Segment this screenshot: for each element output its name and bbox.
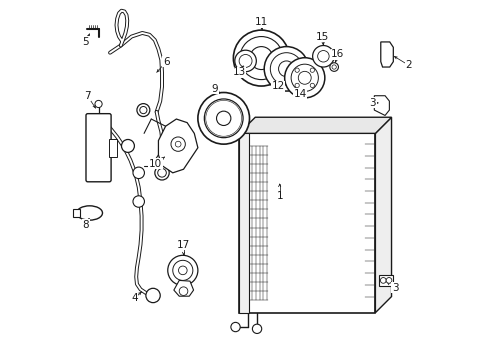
- Text: 14: 14: [293, 89, 306, 99]
- Polygon shape: [174, 280, 193, 296]
- Circle shape: [95, 100, 102, 108]
- Text: 12: 12: [271, 81, 284, 91]
- Circle shape: [380, 278, 386, 283]
- Polygon shape: [158, 119, 198, 173]
- Circle shape: [309, 83, 314, 87]
- Text: 8: 8: [82, 220, 89, 230]
- Circle shape: [171, 137, 185, 151]
- Circle shape: [234, 50, 256, 72]
- Circle shape: [329, 63, 338, 71]
- Text: 13: 13: [232, 67, 245, 77]
- Circle shape: [158, 168, 166, 177]
- Circle shape: [309, 68, 314, 72]
- Text: 7: 7: [84, 91, 91, 101]
- Circle shape: [249, 46, 272, 69]
- Circle shape: [239, 37, 282, 80]
- Circle shape: [204, 99, 243, 138]
- Circle shape: [172, 260, 192, 280]
- Text: 3: 3: [369, 98, 375, 108]
- Circle shape: [252, 324, 261, 333]
- Text: 4: 4: [131, 293, 138, 303]
- Circle shape: [294, 68, 299, 72]
- Circle shape: [216, 111, 230, 126]
- Circle shape: [264, 46, 308, 91]
- Circle shape: [137, 104, 149, 117]
- Ellipse shape: [77, 206, 102, 220]
- Circle shape: [133, 167, 144, 179]
- Text: 5: 5: [82, 37, 89, 47]
- Circle shape: [331, 65, 336, 69]
- Bar: [378, 275, 392, 286]
- Circle shape: [140, 107, 147, 114]
- Circle shape: [290, 64, 318, 91]
- Circle shape: [155, 166, 169, 180]
- Circle shape: [198, 93, 249, 144]
- Text: 16: 16: [330, 49, 344, 59]
- Circle shape: [230, 322, 240, 332]
- Circle shape: [133, 196, 144, 207]
- Bar: [73, 209, 80, 217]
- Circle shape: [270, 53, 302, 85]
- Circle shape: [178, 266, 187, 275]
- Circle shape: [278, 61, 294, 77]
- Circle shape: [298, 71, 310, 84]
- Circle shape: [167, 255, 198, 285]
- Bar: [109, 139, 117, 157]
- FancyBboxPatch shape: [86, 114, 111, 182]
- Polygon shape: [380, 42, 392, 67]
- Text: 17: 17: [177, 239, 190, 249]
- Bar: [239, 134, 375, 313]
- Circle shape: [317, 50, 328, 62]
- Circle shape: [205, 100, 241, 136]
- Text: 2: 2: [405, 60, 411, 70]
- Text: 6: 6: [163, 57, 169, 67]
- Circle shape: [239, 54, 251, 67]
- Circle shape: [294, 83, 299, 87]
- Circle shape: [386, 278, 391, 283]
- Polygon shape: [375, 117, 391, 313]
- Circle shape: [284, 58, 324, 98]
- Circle shape: [207, 103, 239, 134]
- Circle shape: [312, 45, 333, 67]
- Text: 3: 3: [391, 283, 398, 293]
- Circle shape: [145, 288, 160, 303]
- Text: 11: 11: [255, 17, 268, 27]
- Text: 15: 15: [315, 32, 328, 41]
- Circle shape: [175, 141, 181, 147]
- Circle shape: [210, 105, 237, 132]
- Polygon shape: [373, 96, 388, 116]
- Circle shape: [233, 30, 289, 86]
- Text: 10: 10: [149, 159, 162, 169]
- Circle shape: [179, 287, 187, 296]
- Bar: [239, 134, 249, 313]
- Text: 1: 1: [276, 191, 283, 201]
- Text: 9: 9: [211, 84, 218, 94]
- Circle shape: [121, 139, 134, 152]
- Polygon shape: [239, 117, 391, 134]
